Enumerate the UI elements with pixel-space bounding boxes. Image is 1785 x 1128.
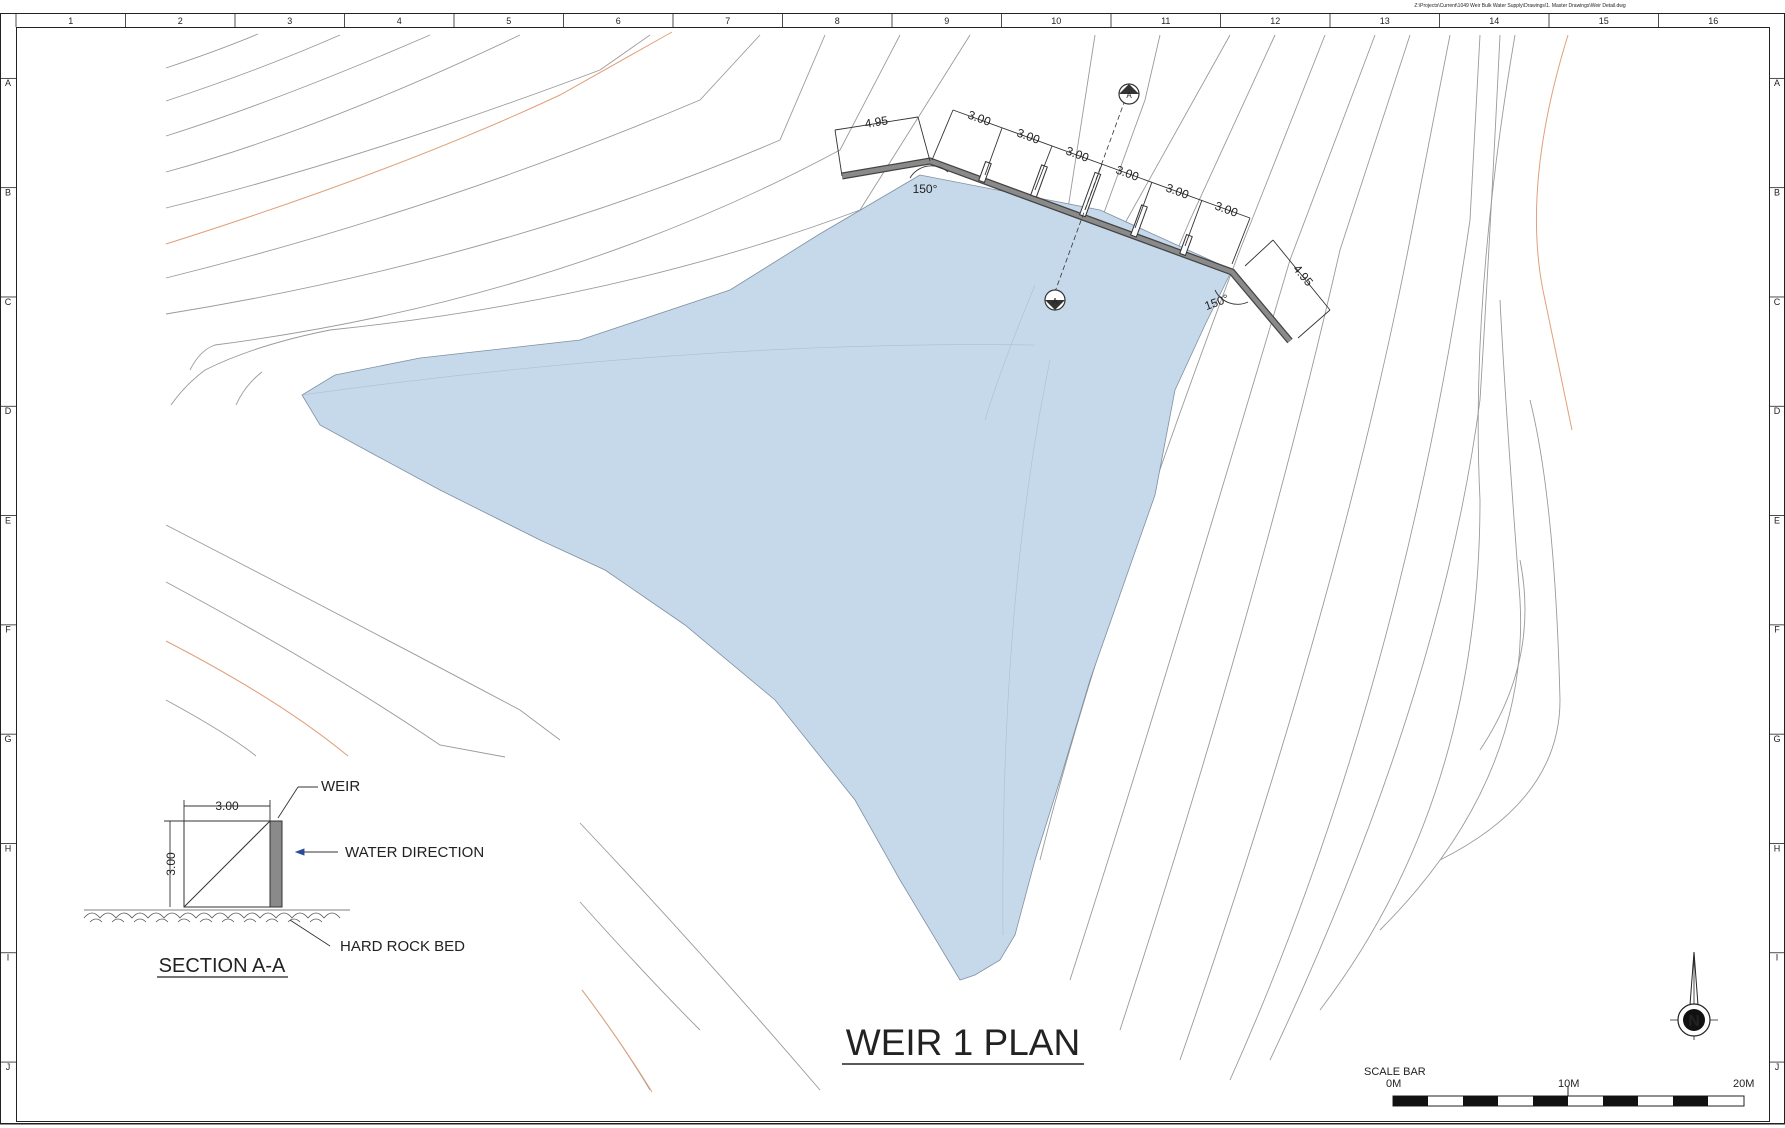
grid-row-label: H xyxy=(1774,843,1781,853)
grid-row-label: H xyxy=(5,843,12,853)
grid-row-label: I xyxy=(1776,953,1779,963)
north-label: N xyxy=(1688,1013,1700,1030)
file-path: Z:\Projects\Current\1049 Weir Bulk Water… xyxy=(1414,3,1626,9)
grid-row-label: A xyxy=(5,78,11,88)
grid-row-label: F xyxy=(1774,625,1780,635)
grid-column-label: 5 xyxy=(506,16,511,26)
section-height-dim: 3.00 xyxy=(164,852,178,876)
bay-dim-3: 3.00 xyxy=(1064,144,1091,165)
grid-column-label: 8 xyxy=(835,16,840,26)
grid-column-label: 6 xyxy=(616,16,621,26)
grid-column-label: 11 xyxy=(1161,16,1170,26)
scale-tick-0: 0M xyxy=(1386,1078,1401,1090)
grid-column-label: 10 xyxy=(1051,16,1061,26)
plan-title: WEIR 1 PLAN xyxy=(846,1022,1080,1063)
grid-column-label: 4 xyxy=(397,16,402,26)
svg-text:A: A xyxy=(1126,91,1132,100)
section-cut-line: A A xyxy=(1044,83,1140,311)
grid-row-label: G xyxy=(1773,734,1780,744)
grid-row-label: B xyxy=(1774,187,1780,197)
north-arrow: N xyxy=(1670,951,1718,1040)
section-width-dim: 3.00 xyxy=(215,799,239,813)
grid-row-label: J xyxy=(6,1062,11,1072)
grid-row-label: C xyxy=(5,297,12,307)
scale-bar-title: SCALE BAR xyxy=(1364,1066,1426,1078)
rock-bed-hatch xyxy=(83,909,350,923)
grid-column-label: 7 xyxy=(725,16,730,26)
section-detail: 3.00 3.00 WEIR WATER DIRECTION HARD ROCK… xyxy=(83,778,484,978)
grid-row-label: I xyxy=(7,953,10,963)
grid-row-label: J xyxy=(1775,1062,1780,1072)
grid-row-label: E xyxy=(5,515,11,525)
grid-column-label: 13 xyxy=(1380,16,1390,26)
section-weir-wall xyxy=(269,820,283,908)
grid-column-label: 2 xyxy=(178,16,183,26)
angle-left: 150° xyxy=(913,182,938,196)
grid-column-label: 3 xyxy=(287,16,292,26)
bay-dim-2: 3.00 xyxy=(1015,126,1042,147)
wing-dim-left: 4.95 xyxy=(864,113,890,131)
grid-row-label: G xyxy=(4,734,11,744)
grid-row-label: A xyxy=(1774,78,1780,88)
grid-column-label: 15 xyxy=(1599,16,1609,26)
grid-column-markers: 1 2 3 4 5 6 7 8 9 10 11 12 13 14 15 16 xyxy=(15,13,1718,27)
grid-column-label: 12 xyxy=(1270,16,1280,26)
section-rock-bed-label: HARD ROCK BED xyxy=(340,938,465,955)
bay-dim-5: 3.00 xyxy=(1164,181,1191,202)
section-title: SECTION A-A xyxy=(159,955,286,977)
bay-dim-1: 3.00 xyxy=(966,108,993,129)
grid-row-label: D xyxy=(5,406,12,416)
grid-column-label: 14 xyxy=(1489,16,1499,26)
index-contours xyxy=(165,31,1573,1093)
bay-dim-6: 3.00 xyxy=(1213,199,1240,220)
section-marker-top: A xyxy=(1118,83,1140,105)
scale-bar: SCALE BAR 0M 10M 20M xyxy=(1364,1066,1754,1107)
section-dimensions xyxy=(164,800,271,907)
grid-row-label: B xyxy=(5,187,11,197)
grid-column-label: 16 xyxy=(1708,16,1718,26)
water-body xyxy=(301,174,1233,981)
grid-row-label: F xyxy=(5,625,11,635)
grid-row-label: C xyxy=(1774,297,1781,307)
grid-row-label: D xyxy=(1774,406,1781,416)
section-water-direction-label: WATER DIRECTION xyxy=(345,844,484,861)
grid-column-label: 9 xyxy=(944,16,949,26)
section-marker-bottom: A xyxy=(1044,289,1066,311)
svg-text:A: A xyxy=(1052,297,1058,306)
section-weir-label: WEIR xyxy=(321,778,360,795)
bay-dim-4: 3.00 xyxy=(1114,163,1141,184)
grid-row-markers: A A B B C C D D E E F F G G H H I I J J xyxy=(0,77,1785,1072)
section-leaders xyxy=(277,786,338,947)
contour-lines xyxy=(165,33,1561,1091)
scale-tick-10: 10M xyxy=(1558,1078,1579,1090)
scale-tick-20: 20M xyxy=(1733,1078,1754,1090)
grid-row-label: E xyxy=(1774,515,1780,525)
grid-column-label: 1 xyxy=(68,16,73,26)
